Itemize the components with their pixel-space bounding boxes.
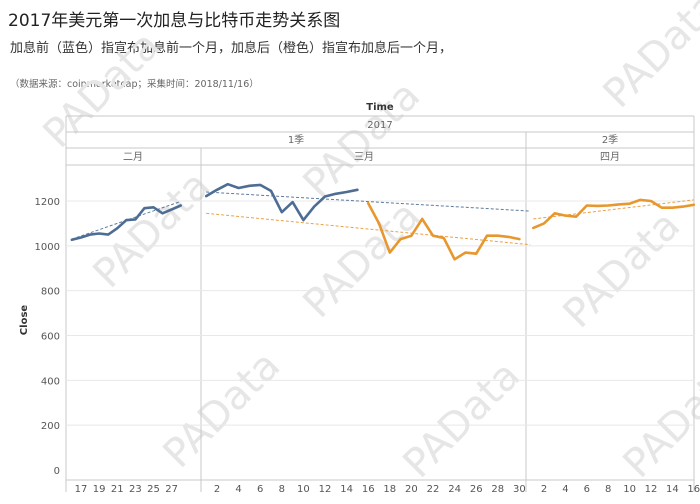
watermark-4: PAData: [295, 192, 430, 327]
x-tick-label-1-24: 24: [448, 484, 461, 495]
x-tick-label-1-8: 8: [279, 484, 285, 495]
y-tick-label-1000: 1000: [35, 242, 60, 253]
x-tick-label-0-19: 19: [93, 484, 106, 495]
x-tick-label-1-30: 30: [513, 484, 526, 495]
data-source-note: （数据来源：coinmarketcap；采集时间：2018/11/16）: [10, 79, 259, 90]
y-tick-label-800: 800: [41, 287, 60, 298]
x-tick-label-1-26: 26: [470, 484, 483, 495]
x-tick-label-2-12: 12: [645, 484, 658, 495]
month-label-2: 四月: [600, 151, 620, 163]
x-tick-label-1-18: 18: [383, 484, 396, 495]
trend-line-0-1: [206, 191, 531, 212]
trend-line-1-0: [206, 212, 531, 246]
x-tick-label-2-14: 14: [666, 484, 679, 495]
year-label: 2017: [367, 120, 392, 131]
watermark-5: PAData: [555, 202, 690, 337]
x-tick-label-2-16: 16: [687, 484, 700, 495]
y-axis-title: Close: [19, 305, 30, 336]
watermark-6: PAData: [155, 342, 290, 477]
watermark-3: PAData: [85, 162, 220, 297]
y-tick-label-1200: 1200: [35, 197, 60, 208]
x-tick-label-0-27: 27: [165, 484, 178, 495]
y-tick-label-400: 400: [41, 376, 60, 387]
quarter-label-1: 1季: [288, 134, 304, 146]
x-tick-label-1-20: 20: [405, 484, 418, 495]
x-tick-label-0-21: 21: [111, 484, 124, 495]
x-tick-label-0-25: 25: [147, 484, 160, 495]
watermark-1: PAData: [295, 72, 430, 207]
watermark-7: PAData: [395, 352, 530, 487]
x-tick-label-1-12: 12: [319, 484, 332, 495]
x-tick-label-1-10: 10: [297, 484, 310, 495]
series-line-0-0: [70, 204, 182, 242]
x-tick-label-1-14: 14: [340, 484, 353, 495]
x-tick-label-2-8: 8: [605, 484, 611, 495]
month-label-0: 二月: [123, 151, 143, 163]
series-line-1-1: [531, 198, 696, 230]
series-line-1-0: [366, 201, 521, 261]
x-tick-label-2-4: 4: [562, 484, 568, 495]
x-tick-label-1-6: 6: [257, 484, 263, 495]
x-tick-label-1-28: 28: [491, 484, 504, 495]
watermark-2: PAData: [595, 0, 700, 117]
x-tick-label-0-17: 17: [75, 484, 88, 495]
x-tick-label-2-6: 6: [584, 484, 590, 495]
x-axis-title: Time: [366, 102, 394, 113]
x-tick-label-1-4: 4: [235, 484, 241, 495]
watermark-8: PAData: [615, 352, 700, 487]
x-tick-label-1-22: 22: [427, 484, 440, 495]
quarter-label-2: 2季: [602, 134, 618, 146]
chart-subtitle: 加息前（蓝色）指宣布加息前一个月，加息后（橙色）指宣布加息后一个月，: [10, 41, 453, 56]
y-tick-label-600: 600: [41, 332, 60, 343]
x-tick-label-1-16: 16: [362, 484, 375, 495]
series-line-0-1: [204, 182, 359, 222]
chart-title: 2017年美元第一次加息与比特币走势关系图: [8, 11, 341, 31]
x-tick-label-0-23: 23: [129, 484, 142, 495]
x-tick-label-2-10: 10: [623, 484, 636, 495]
y-tick-label-0: 0: [54, 466, 60, 477]
x-tick-label-1-2: 2: [214, 484, 220, 495]
y-tick-label-200: 200: [41, 421, 60, 432]
month-label-1: 三月: [354, 151, 374, 163]
x-tick-label-2-2: 2: [541, 484, 547, 495]
watermark-0: PAData: [35, 22, 170, 157]
